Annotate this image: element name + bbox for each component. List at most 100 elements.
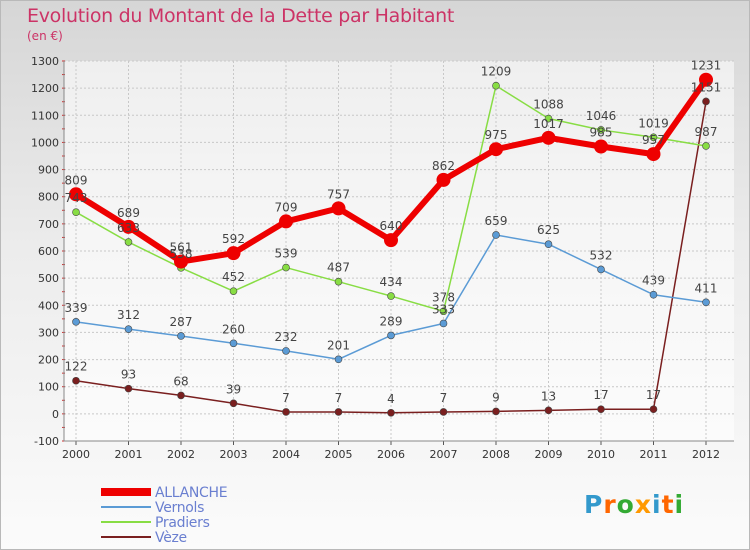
data-point xyxy=(229,399,238,408)
data-label: 411 xyxy=(695,281,718,295)
y-tick-label: -100 xyxy=(34,435,59,448)
data-point xyxy=(387,331,395,340)
x-tick-label: 2009 xyxy=(535,448,563,461)
data-label: 9 xyxy=(492,390,500,404)
x-tick-label: 2001 xyxy=(115,448,143,461)
data-label: 201 xyxy=(327,338,350,352)
logo-letter: o xyxy=(616,490,635,519)
data-point xyxy=(439,307,448,316)
data-label: 709 xyxy=(275,200,298,214)
data-point xyxy=(229,339,238,348)
data-point xyxy=(384,233,398,248)
data-point xyxy=(124,384,133,393)
data-point xyxy=(492,407,500,416)
data-label: 378 xyxy=(432,290,455,304)
y-tick-label: 200 xyxy=(38,354,59,367)
data-label: 1231 xyxy=(691,59,722,73)
proxiti-logo: Proxiti xyxy=(584,490,684,519)
y-tick-label: 100 xyxy=(38,381,59,394)
data-point xyxy=(597,265,605,274)
x-tick-label: 2000 xyxy=(62,448,90,461)
data-point xyxy=(72,208,80,216)
x-tick-label: 2011 xyxy=(640,448,668,461)
data-label: 17 xyxy=(593,388,608,402)
data-label: 743 xyxy=(65,191,88,205)
x-tick-label: 2004 xyxy=(272,448,300,461)
data-label: 957 xyxy=(642,133,665,147)
data-point xyxy=(702,97,710,106)
data-point xyxy=(439,319,448,328)
legend-label: ALLANCHE xyxy=(155,485,227,501)
data-label: 7 xyxy=(335,391,343,405)
data-point xyxy=(282,263,290,272)
data-point xyxy=(69,187,83,202)
data-point xyxy=(646,147,661,162)
data-point xyxy=(124,238,133,246)
x-tick-label: 2002 xyxy=(167,448,195,461)
x-tick-label: 2005 xyxy=(325,448,353,461)
data-label: 452 xyxy=(222,270,245,284)
data-point xyxy=(279,214,293,229)
data-point xyxy=(597,126,605,134)
data-label: 532 xyxy=(590,248,613,262)
data-point xyxy=(702,298,710,307)
data-point xyxy=(124,325,133,333)
data-point xyxy=(72,318,80,326)
data-label: 592 xyxy=(222,232,245,246)
data-label: 689 xyxy=(117,206,140,220)
y-tick-label: 600 xyxy=(38,245,59,258)
data-label: 4 xyxy=(387,392,395,406)
data-point xyxy=(699,72,713,87)
data-point xyxy=(649,290,658,299)
data-point xyxy=(597,405,605,414)
data-label: 1088 xyxy=(533,98,564,112)
data-label: 7 xyxy=(440,391,448,405)
data-label: 975 xyxy=(485,128,508,142)
data-point xyxy=(174,254,188,269)
y-tick-label: 1200 xyxy=(31,82,59,95)
data-label: 122 xyxy=(65,360,88,374)
data-point xyxy=(334,355,343,364)
data-point xyxy=(334,277,343,286)
data-label: 1209 xyxy=(481,65,512,79)
plot-area xyxy=(64,61,734,441)
y-tick-label: 1100 xyxy=(31,109,59,122)
data-label: 333 xyxy=(432,302,455,316)
data-point xyxy=(594,139,608,154)
data-label: 987 xyxy=(695,125,718,139)
y-tick-label: 0 xyxy=(52,408,59,421)
logo-letter: r xyxy=(603,490,617,519)
y-tick-label: 500 xyxy=(38,272,59,285)
logo-letter: i xyxy=(674,490,685,519)
data-label: 640 xyxy=(380,219,403,233)
legend-label: Vèze xyxy=(155,530,187,546)
x-tick-label: 2007 xyxy=(430,448,458,461)
data-label: 1046 xyxy=(586,109,617,123)
data-label: 287 xyxy=(170,315,193,329)
data-label: 17 xyxy=(646,388,661,402)
data-label: 538 xyxy=(170,247,193,261)
data-point xyxy=(72,376,80,385)
data-label: 1017 xyxy=(533,117,564,131)
logo-letter: P xyxy=(584,490,604,519)
data-label: 289 xyxy=(380,314,403,328)
data-point xyxy=(649,133,658,142)
data-point xyxy=(282,347,290,355)
data-label: 312 xyxy=(117,308,140,322)
data-label: 39 xyxy=(226,382,241,396)
legend-label: Vernols xyxy=(155,500,204,516)
data-point xyxy=(177,332,185,340)
data-label: 339 xyxy=(65,301,88,315)
data-point xyxy=(229,287,238,295)
x-tick-label: 2003 xyxy=(220,448,248,461)
y-tick-label: 800 xyxy=(38,191,59,204)
data-point xyxy=(331,201,346,216)
data-point xyxy=(387,292,395,300)
data-label: 439 xyxy=(642,274,665,288)
y-tick-label: 1300 xyxy=(31,55,59,68)
data-label: 539 xyxy=(275,247,298,261)
data-label: 633 xyxy=(117,221,140,235)
y-tick-label: 300 xyxy=(38,326,59,339)
data-label: 260 xyxy=(222,322,245,336)
